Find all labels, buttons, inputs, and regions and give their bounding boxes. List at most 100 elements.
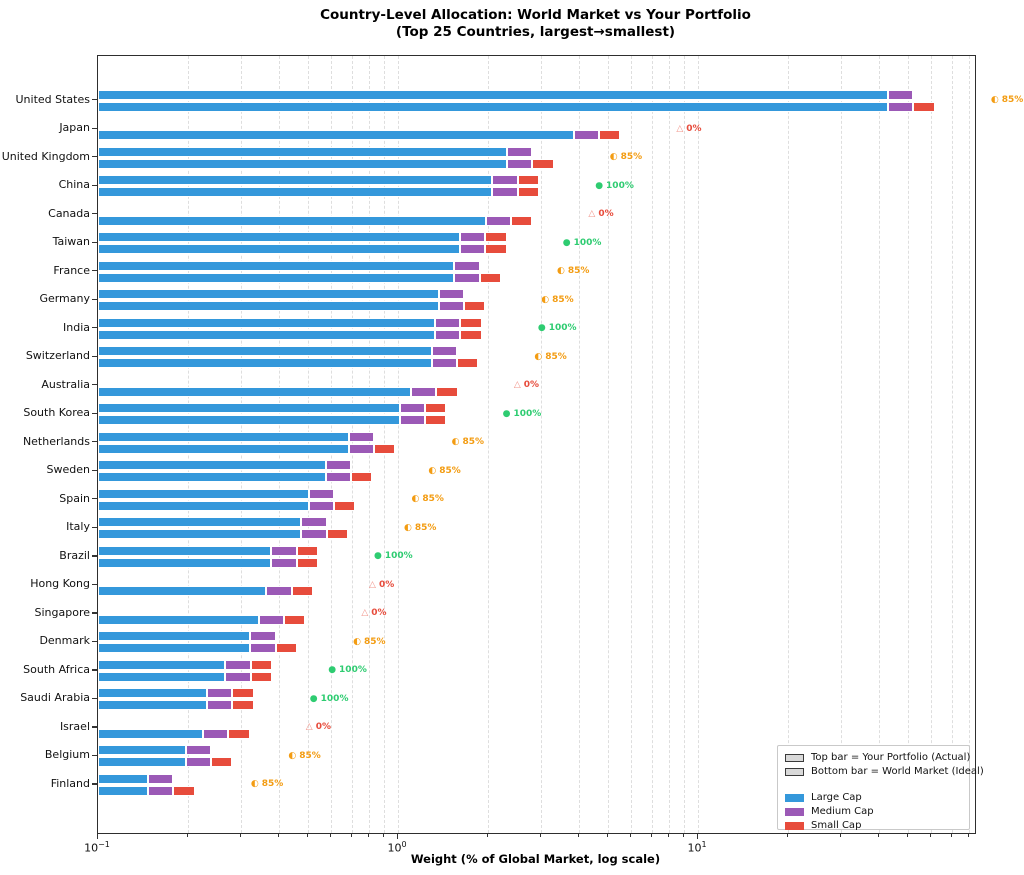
legend-box: Top bar = Your Portfolio (Actual) Bottom… [777,745,984,831]
x-axis-minor-tick [877,834,879,837]
bar-segment-large-cap [98,745,186,756]
y-axis-tick [92,469,97,471]
coverage-annotation: ● 100% [328,665,367,676]
warning-triangle-icon: △ [513,380,521,391]
half-circle-icon: ◐ [250,779,259,790]
y-tick-label-country: Taiwan [52,235,90,249]
y-axis-tick [92,754,97,757]
bar-segment-medium-cap [460,232,486,243]
gridline [788,56,790,833]
coverage-percent-text: 100% [384,551,413,562]
legend-item-medium-cap: Medium Cap [785,805,962,818]
bar-segment-medium-cap [207,700,233,711]
coverage-annotation: ● 100% [310,694,349,705]
bar-segment-large-cap [98,289,439,300]
gray-bar-swatch-icon [785,753,804,762]
bar-segment-large-cap [98,329,436,340]
bar-segment-large-cap [98,130,574,141]
bar-segment-medium-cap [225,659,251,670]
bar-segment-small-cap [291,586,313,597]
bar-segment-medium-cap [454,260,480,271]
coverage-percent-text: 100% [573,237,602,248]
bar-segment-medium-cap [308,488,334,499]
gridline [931,56,933,833]
x-axis-minor-tick [840,834,842,837]
coverage-percent-text: 0% [686,123,702,134]
coverage-annotation: ● 100% [563,238,602,249]
gridline [968,56,970,833]
half-circle-icon: ◐ [534,351,543,362]
bar-segment-medium-cap [301,517,327,528]
x-axis-minor-tick [683,834,685,837]
bar-segment-large-cap [98,317,436,328]
full-circle-icon: ● [562,237,571,248]
warning-triangle-icon: △ [305,722,313,733]
medium-cap-swatch-icon [785,807,804,816]
bar-segment-large-cap [98,472,326,483]
y-tick-label-country: China [58,178,90,192]
y-axis-tick [92,384,97,386]
coverage-percent-text: 0% [371,608,387,619]
bar-segment-medium-cap [460,244,486,255]
bar-segment-medium-cap [148,773,174,784]
coverage-annotation: ◐ 85% [353,637,385,648]
legend-item-label: Large Cap [811,792,862,803]
bar-segment-small-cap [479,272,501,283]
gridline [578,56,580,833]
x-axis-minor-tick [906,834,908,837]
bar-segment-large-cap [98,545,272,556]
coverage-percent-text: 85% [620,152,643,163]
half-circle-icon: ◐ [353,636,361,647]
y-axis-tick [92,327,97,329]
bar-segment-medium-cap [431,358,457,369]
x-axis-minor-tick [367,834,369,837]
y-tick-label-country: Spain [59,491,90,505]
bar-segment-large-cap [98,415,400,426]
half-circle-icon: ◐ [411,494,420,505]
full-circle-icon: ● [328,665,337,676]
bar-segment-large-cap [98,700,208,711]
y-axis-tick [92,783,97,785]
bar-segment-medium-cap [431,346,457,357]
y-axis-tick [92,412,97,414]
y-axis-tick [92,99,97,101]
gridline [607,56,609,833]
bar-segment-large-cap [98,260,455,271]
bar-segment-large-cap [98,386,412,397]
bar-segment-small-cap [517,187,539,198]
half-circle-icon: ◐ [288,750,297,761]
y-tick-label-country: South Africa [23,662,90,676]
warning-triangle-icon: △ [676,123,684,134]
coverage-percent-text: 85% [1001,95,1024,105]
y-tick-label-country: Sweden [46,463,90,477]
x-axis-major-tick [97,834,98,839]
half-circle-icon: ◐ [556,266,565,277]
gridline [951,56,953,833]
bar-segment-medium-cap [573,130,599,141]
bar-segment-medium-cap [411,386,437,397]
y-tick-label-country: South Korea [23,406,90,420]
bar-segment-large-cap [98,785,149,796]
bar-segment-medium-cap [348,443,375,454]
bar-segment-large-cap [98,158,508,169]
bar-segment-large-cap [98,488,309,499]
coverage-percent-text: 100% [548,323,577,334]
bar-segment-small-cap [485,232,507,243]
large-cap-swatch-icon [785,793,804,802]
y-tick-label-country: United States [15,92,91,106]
y-tick-label-country: Denmark [39,634,90,648]
bar-segment-small-cap [296,545,318,556]
gridline [398,56,399,833]
x-axis-minor-tick [306,834,308,837]
x-axis-minor-tick [930,834,932,837]
x-axis-minor-tick [667,834,669,837]
bar-segment-medium-cap [399,403,426,414]
bar-segment-medium-cap [258,614,284,625]
y-axis-tick [92,640,97,643]
gridline [907,56,909,833]
coverage-annotation: ◐ 85% [404,523,436,534]
y-axis-tick [92,156,97,158]
bar-segment-small-cap [463,301,485,312]
bar-segment-large-cap [98,586,267,597]
bar-segment-large-cap [98,443,349,454]
